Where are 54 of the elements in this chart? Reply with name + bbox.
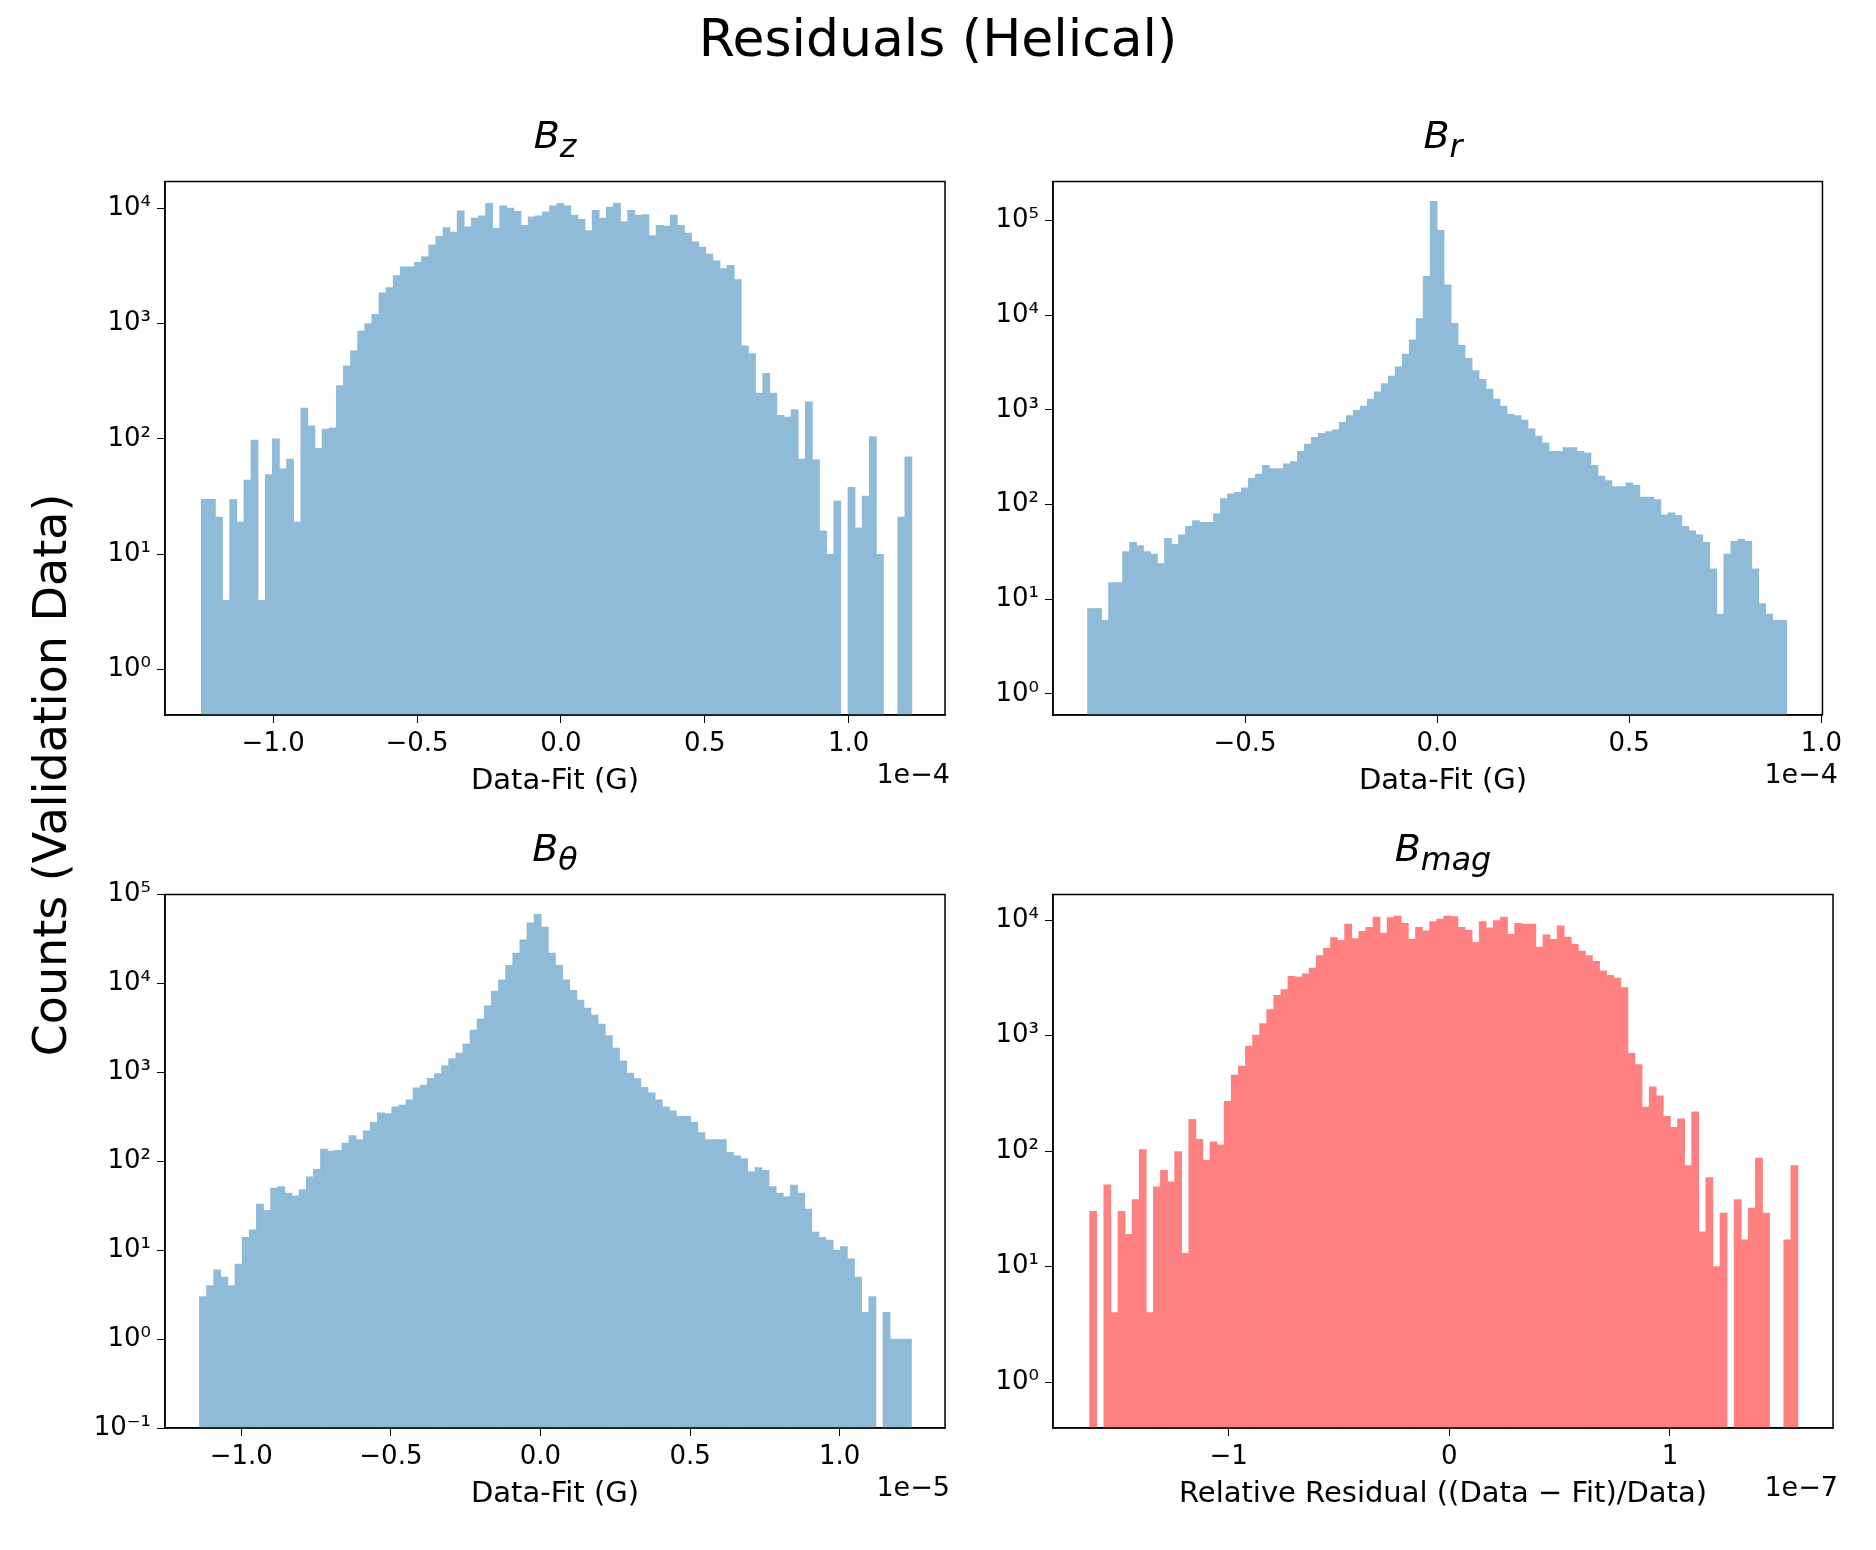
y-tick-label: 10⁵: [995, 203, 1039, 234]
y-axis-title: Counts (Validation Data): [23, 493, 77, 1057]
x-axis-title: Relative Residual ((Data − Fit)/Data): [1178, 1475, 1708, 1509]
y-tick-label: 10⁴: [995, 298, 1039, 329]
y-tick-label: 10¹: [107, 537, 151, 568]
y-tick-label: 10²: [995, 487, 1039, 518]
text: 1e−4: [876, 758, 950, 789]
y-tick-label: 10⁰: [995, 1364, 1039, 1395]
y-tick-label: 10²: [107, 421, 151, 452]
y-tick-label: 10⁴: [995, 902, 1039, 933]
text: Residuals (Helical): [697, 8, 1179, 68]
y-tick-label: 10²: [107, 1144, 151, 1175]
y-tick-label: 10²: [995, 1133, 1039, 1164]
x-tick-label: −1.0: [209, 1440, 273, 1471]
chart-title: B$_{z}$: [532, 112, 578, 164]
x-tick-label: 0.5: [684, 727, 726, 758]
y-tick-label: 10⁰: [107, 652, 151, 683]
x-tick-label: −0.5: [385, 727, 449, 758]
chart-title: B$_{mag}$: [1393, 825, 1493, 877]
y-tick-label: 10¹: [995, 1249, 1039, 1280]
y-tick-label: 10³: [107, 306, 151, 337]
y-tick-label: 10⁵: [107, 877, 151, 908]
x-axis-title: Data-Fit (G): [1358, 762, 1528, 796]
x-axis-title: Data-Fit (G): [470, 762, 640, 796]
y-tick-label: 10¹: [995, 582, 1039, 613]
y-tick-label: 10¹: [107, 1232, 151, 1263]
y-tick-label: 10³: [995, 1018, 1039, 1049]
y-tick-label: 10⁻¹: [93, 1410, 151, 1441]
x-tick-label: 0.0: [1416, 727, 1458, 758]
x-tick-label: 0.5: [669, 1440, 711, 1471]
x-tick-label: 1.0: [827, 727, 870, 758]
x-tick-label: 0.0: [540, 727, 582, 758]
x-tick-label: 1.0: [1800, 727, 1842, 758]
chart-title: B$_{r}$: [1422, 112, 1465, 164]
x-tick-label: −0.5: [359, 1440, 423, 1471]
text: 1e−5: [876, 1471, 950, 1502]
y-tick-label: 10³: [107, 1055, 151, 1086]
x-tick-label: 0: [1441, 1440, 1458, 1471]
x-tick-label: −1.0: [241, 727, 305, 758]
x-axis-title: Data-Fit (G): [470, 1475, 640, 1509]
text: 1e−4: [1764, 758, 1838, 789]
y-tick-label: 10⁴: [107, 190, 151, 221]
y-tick-label: 10⁴: [107, 966, 151, 997]
x-tick-label: 0.0: [519, 1440, 562, 1471]
y-tick-label: 10⁰: [995, 676, 1039, 707]
text: 1e−7: [1764, 1471, 1838, 1502]
x-tick-label: 1.0: [819, 1440, 861, 1471]
x-tick-label: 0.5: [1608, 727, 1650, 758]
y-tick-label: 10³: [995, 392, 1039, 423]
x-tick-label: −0.5: [1213, 727, 1277, 758]
chart-title: B$_{θ}$: [531, 825, 579, 877]
x-tick-label: 1: [1661, 1440, 1679, 1471]
y-tick-label: 10⁰: [107, 1321, 151, 1352]
x-tick-label: −1: [1209, 1440, 1248, 1471]
